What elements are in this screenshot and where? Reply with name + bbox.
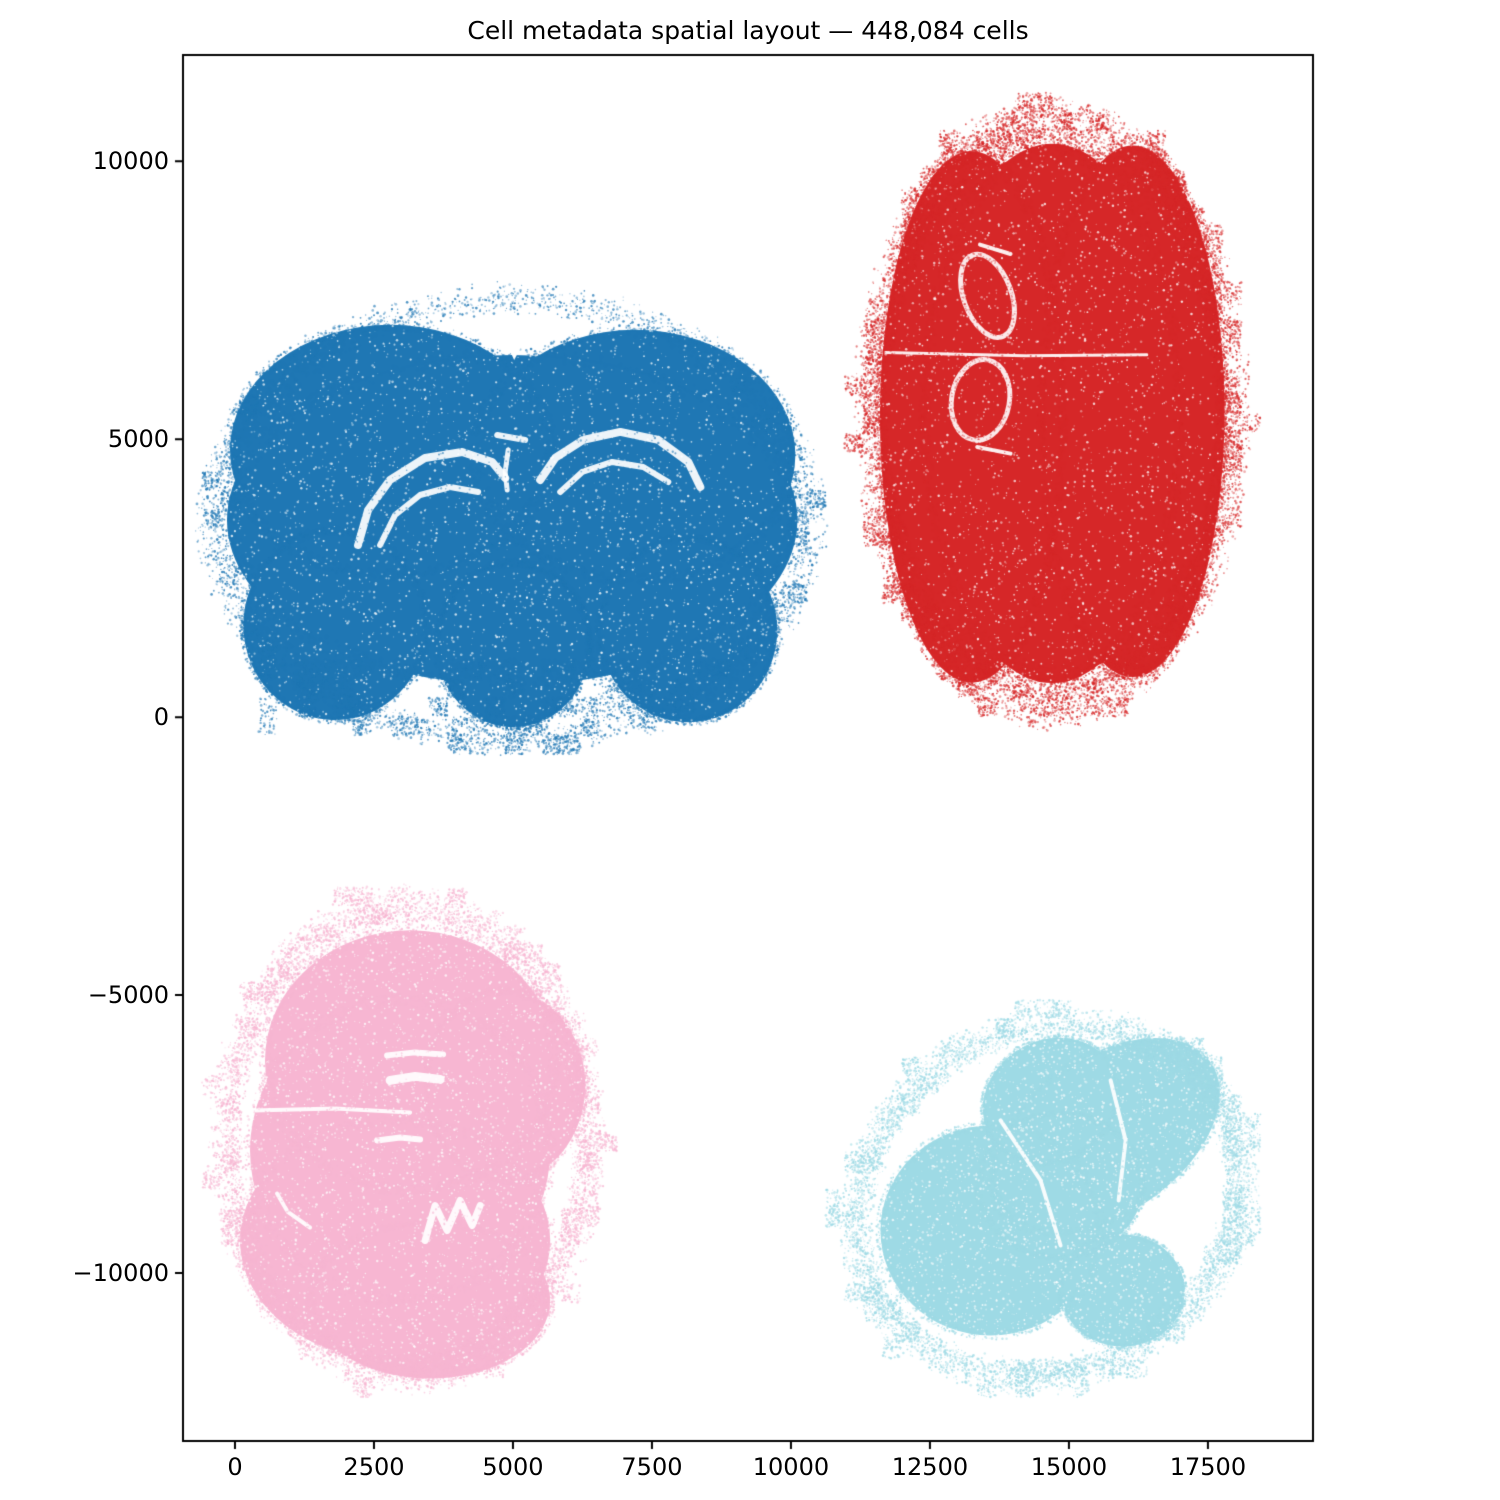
- y-tick-label: −5000: [87, 981, 169, 1010]
- x-tick-label: 0: [227, 1453, 243, 1481]
- x-tick-label: 15000: [1030, 1453, 1108, 1481]
- y-tick-label: 0: [153, 703, 169, 732]
- chart-title: Cell metadata spatial layout — 448,084 c…: [467, 16, 1029, 45]
- x-tick-label: 7500: [621, 1453, 683, 1481]
- x-tick-label: 5000: [482, 1453, 544, 1481]
- y-tick-label: 5000: [107, 425, 169, 454]
- x-tick-label: 12500: [891, 1453, 969, 1481]
- y-tick-label: −10000: [72, 1259, 169, 1288]
- x-tick-label: 17500: [1169, 1453, 1247, 1481]
- y-tick-label: 10000: [92, 147, 169, 176]
- x-tick-label: 2500: [343, 1453, 405, 1481]
- x-tick-label: 10000: [752, 1453, 830, 1481]
